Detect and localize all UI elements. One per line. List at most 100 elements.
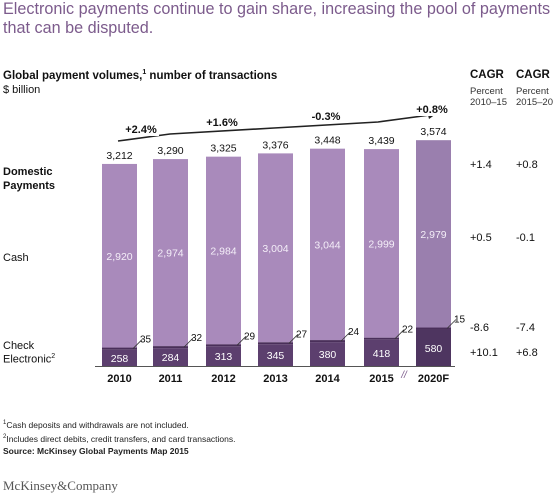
- label-check-2014: 24: [348, 327, 360, 338]
- bar-check-2010: [102, 347, 137, 350]
- bar-check-2013: [258, 342, 293, 345]
- growth-label-1: +1.6%: [206, 117, 238, 129]
- label-cash-2011: 2,974: [157, 248, 183, 260]
- row-label-domestic-1: Domestic: [3, 166, 53, 178]
- bar-cash-2010: [102, 163, 137, 348]
- cagr-header-1-line1: Percent: [470, 86, 503, 97]
- growth-trend-line: [117, 114, 431, 142]
- source-note: Source: McKinsey Global Payments Map 201…: [3, 446, 189, 456]
- page-title: Electronic payments continue to gain sha…: [3, 0, 551, 37]
- bar-electronic-2020F: [416, 329, 451, 366]
- x-tick-2013: 2013: [263, 373, 287, 385]
- label-cash-2020F: 2,979: [420, 229, 446, 241]
- cagr-electronic-2015-20: +6.8: [516, 347, 538, 359]
- bar-electronic-2015: [364, 339, 399, 366]
- cagr-total-2015-20: +0.8: [516, 159, 538, 171]
- bar-electronic-2014: [310, 342, 345, 366]
- growth-label-bg-1: [204, 117, 240, 129]
- footnote-1-text: Cash deposits and withdrawals are not in…: [6, 420, 189, 430]
- label-check-2011: 32: [191, 333, 203, 344]
- bar-electronic-2012: [206, 346, 241, 366]
- cagr-check-2015-20: -7.4: [516, 322, 535, 334]
- growth-label-2: -0.3%: [312, 111, 341, 123]
- cagr-cash-2010-15: +0.5: [470, 232, 492, 244]
- growth-label-3: +0.8%: [416, 104, 448, 116]
- chart-unit: $ billion: [3, 84, 41, 96]
- x-tick-2015: 2015: [369, 373, 393, 385]
- label-check-2015: 22: [402, 325, 414, 336]
- label-total-2014: 3,448: [314, 135, 340, 147]
- label-electronic-2010: 258: [111, 353, 129, 365]
- bar-check-2014: [310, 340, 345, 343]
- label-electronic-2015: 418: [373, 348, 391, 360]
- label-cash-2015: 2,999: [368, 238, 394, 250]
- label-total-2010: 3,212: [106, 150, 132, 162]
- bar-cash-2014: [310, 148, 345, 341]
- leader-check-2015: [394, 329, 405, 339]
- cagr-header-1-line2: 2010–15: [470, 97, 507, 108]
- cagr-check-2010-15: -8.6: [470, 322, 489, 334]
- row-label-cash: Cash: [3, 252, 29, 264]
- label-check-2012: 29: [244, 331, 256, 342]
- bar-cash-2011: [153, 159, 188, 347]
- footnote-2-text: Includes direct debits, credit transfers…: [6, 434, 236, 444]
- cagr-header-2-line1: Percent: [516, 86, 549, 97]
- chart-subtitle-text: Global payment volumes,: [3, 69, 143, 82]
- bar-cash-2015: [364, 149, 399, 338]
- row-label-electronic: Electronic2: [3, 353, 55, 366]
- bar-electronic-2010: [102, 349, 137, 366]
- x-tick-2012: 2012: [211, 373, 235, 385]
- cagr-header-2: CAGR: [516, 69, 550, 81]
- label-electronic-2014: 380: [319, 349, 337, 361]
- x-tick-2010: 2010: [107, 373, 131, 385]
- label-check-2013: 27: [296, 329, 308, 340]
- footnote-2: 2Includes direct debits, credit transfer…: [3, 434, 235, 444]
- bar-electronic-2013: [258, 344, 293, 366]
- cagr-total-2010-15: +1.4: [470, 159, 492, 171]
- label-total-2013: 3,376: [262, 139, 288, 151]
- label-electronic-2011: 284: [162, 352, 180, 364]
- bar-check-2015: [364, 337, 399, 340]
- leader-check-2013: [288, 334, 299, 344]
- bar-check-2011: [153, 346, 188, 349]
- bar-check-2020F: [416, 327, 451, 330]
- label-cash-2013: 3,004: [262, 243, 288, 255]
- label-cash-2010: 2,920: [106, 251, 132, 263]
- row-label-check: Check: [3, 340, 35, 352]
- x-tick-2014: 2014: [315, 373, 340, 385]
- growth-label-bg-3: [414, 104, 450, 116]
- row-label-electronic-text: Electronic: [3, 353, 52, 366]
- label-cash-2012: 2,984: [210, 245, 236, 257]
- cagr-header-1: CAGR: [470, 69, 504, 81]
- leader-check-2014: [340, 331, 351, 342]
- label-total-2015: 3,439: [368, 135, 394, 147]
- electronic-footnote-mark: 2: [51, 353, 56, 360]
- footnote-2-mark: 2: [3, 434, 7, 441]
- leader-check-2020F: [446, 319, 457, 329]
- bar-cash-2013: [258, 153, 293, 343]
- chart-subtitle-rest: number of transactions: [146, 69, 278, 82]
- footnote-1-mark: 1: [3, 420, 7, 427]
- label-cash-2014: 3,044: [314, 239, 340, 251]
- label-electronic-2013: 345: [267, 350, 285, 362]
- label-check-2010: 35: [140, 335, 152, 346]
- x-tick-2020F: 2020F: [418, 373, 449, 385]
- bar-cash-2012: [206, 156, 241, 345]
- growth-label-0: +2.4%: [125, 124, 157, 136]
- leader-check-2011: [183, 337, 194, 348]
- label-total-2011: 3,290: [157, 145, 183, 157]
- leader-check-2012: [236, 336, 247, 346]
- bar-cash-2020F: [416, 140, 451, 328]
- chart-subtitle: Global payment volumes,1 number of trans…: [3, 69, 277, 82]
- cagr-cash-2015-20: -0.1: [516, 232, 535, 244]
- x-tick-2011: 2011: [159, 373, 183, 385]
- bar-check-2012: [206, 344, 241, 347]
- leader-check-2010: [132, 339, 143, 349]
- row-label-domestic-2: Payments: [3, 180, 55, 192]
- label-total-2020F: 3,574: [420, 126, 446, 138]
- footnote-1: 1Cash deposits and withdrawals are not i…: [3, 420, 189, 430]
- label-check-2020F: 15: [454, 315, 466, 326]
- axis-break-marker: //: [400, 370, 408, 381]
- growth-label-bg-0: [123, 124, 159, 136]
